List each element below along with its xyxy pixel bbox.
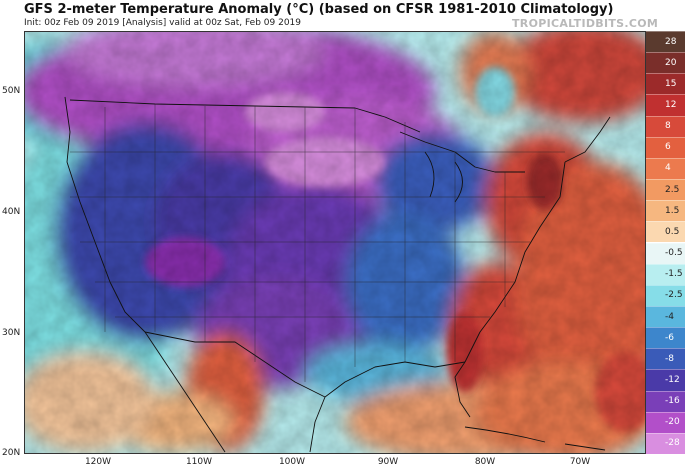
colorbar-swatch (646, 200, 685, 222)
colorbar-tick-label: 20 (665, 57, 677, 68)
colorbar-tick-label: -12 (665, 374, 680, 385)
colorbar-swatch (646, 31, 685, 53)
longitude-label: 80W (474, 457, 496, 467)
colorbar-tick-label: -1.5 (665, 269, 683, 280)
colorbar-swatch (646, 284, 685, 306)
colorbar-swatch (646, 52, 685, 74)
colorbar-swatch (646, 179, 685, 201)
anomaly-map (24, 31, 646, 454)
colorbar-swatch (646, 432, 685, 454)
colorbar-swatch (646, 136, 685, 158)
colorbar-swatch (646, 115, 685, 137)
colorbar-tick-label: 8 (665, 121, 671, 132)
longitude-label: 110W (185, 457, 213, 467)
longitude-label: 120W (84, 457, 112, 467)
colorbar-tick-label: -16 (665, 396, 680, 407)
colorbar-swatch (646, 390, 685, 412)
colorbar-swatch (646, 305, 685, 328)
colorbar-tick-label: -2.5 (665, 290, 683, 301)
colorbar-tick-label: 0.5 (665, 226, 680, 237)
colorbar-tick-label: 6 (665, 142, 671, 153)
latitude-label: 50N (2, 86, 21, 96)
colorbar-swatch (646, 73, 685, 95)
colorbar-tick-label: -20 (665, 417, 680, 428)
colorbar-swatch (646, 94, 685, 116)
colorbar-tick-label: -28 (665, 438, 680, 449)
colorbar-legend: 28 20 15 12 8 6 4 2.5 1.5 0.5 -0.5 -1.5 -2.5 -4 -6 -8 -1… (646, 31, 685, 454)
colorbar-tick-label: 4 (665, 163, 671, 174)
colorbar-tick-label: 2.5 (665, 184, 680, 195)
colorbar-tick-label: -0.5 (665, 248, 683, 259)
latitude-label: 40N (2, 207, 21, 217)
longitude-label: 90W (377, 457, 399, 467)
colorbar-swatch (646, 411, 685, 433)
colorbar-tick-label: 15 (665, 78, 677, 89)
colorbar-swatch (646, 157, 685, 180)
colorbar-swatch (646, 369, 685, 391)
colorbar-swatch (646, 348, 685, 370)
init-valid-time: Init: 00z Feb 09 2019 [Analysis] valid a… (24, 18, 302, 28)
colorbar-swatch (646, 221, 685, 243)
colorbar-tick-label: -4 (665, 311, 674, 322)
longitude-label: 100W (278, 457, 306, 467)
brand-watermark: TROPICALTIDBITS.COM (512, 17, 659, 30)
latitude-label: 20N (2, 448, 21, 458)
colorbar-tick-label: -8 (665, 353, 674, 364)
colorbar-tick-label: 28 (665, 36, 677, 47)
chart-title: GFS 2-meter Temperature Anomaly (°C) (ba… (24, 2, 614, 17)
colorbar-tick-label: 12 (665, 100, 677, 111)
colorbar-swatch (646, 263, 685, 285)
colorbar-tick-label: 1.5 (665, 205, 680, 216)
latitude-label: 30N (2, 328, 21, 338)
longitude-label: 70W (569, 457, 591, 467)
colorbar-swatch (646, 327, 685, 349)
colorbar-swatch (646, 242, 685, 264)
colorbar-tick-label: -6 (665, 332, 674, 343)
